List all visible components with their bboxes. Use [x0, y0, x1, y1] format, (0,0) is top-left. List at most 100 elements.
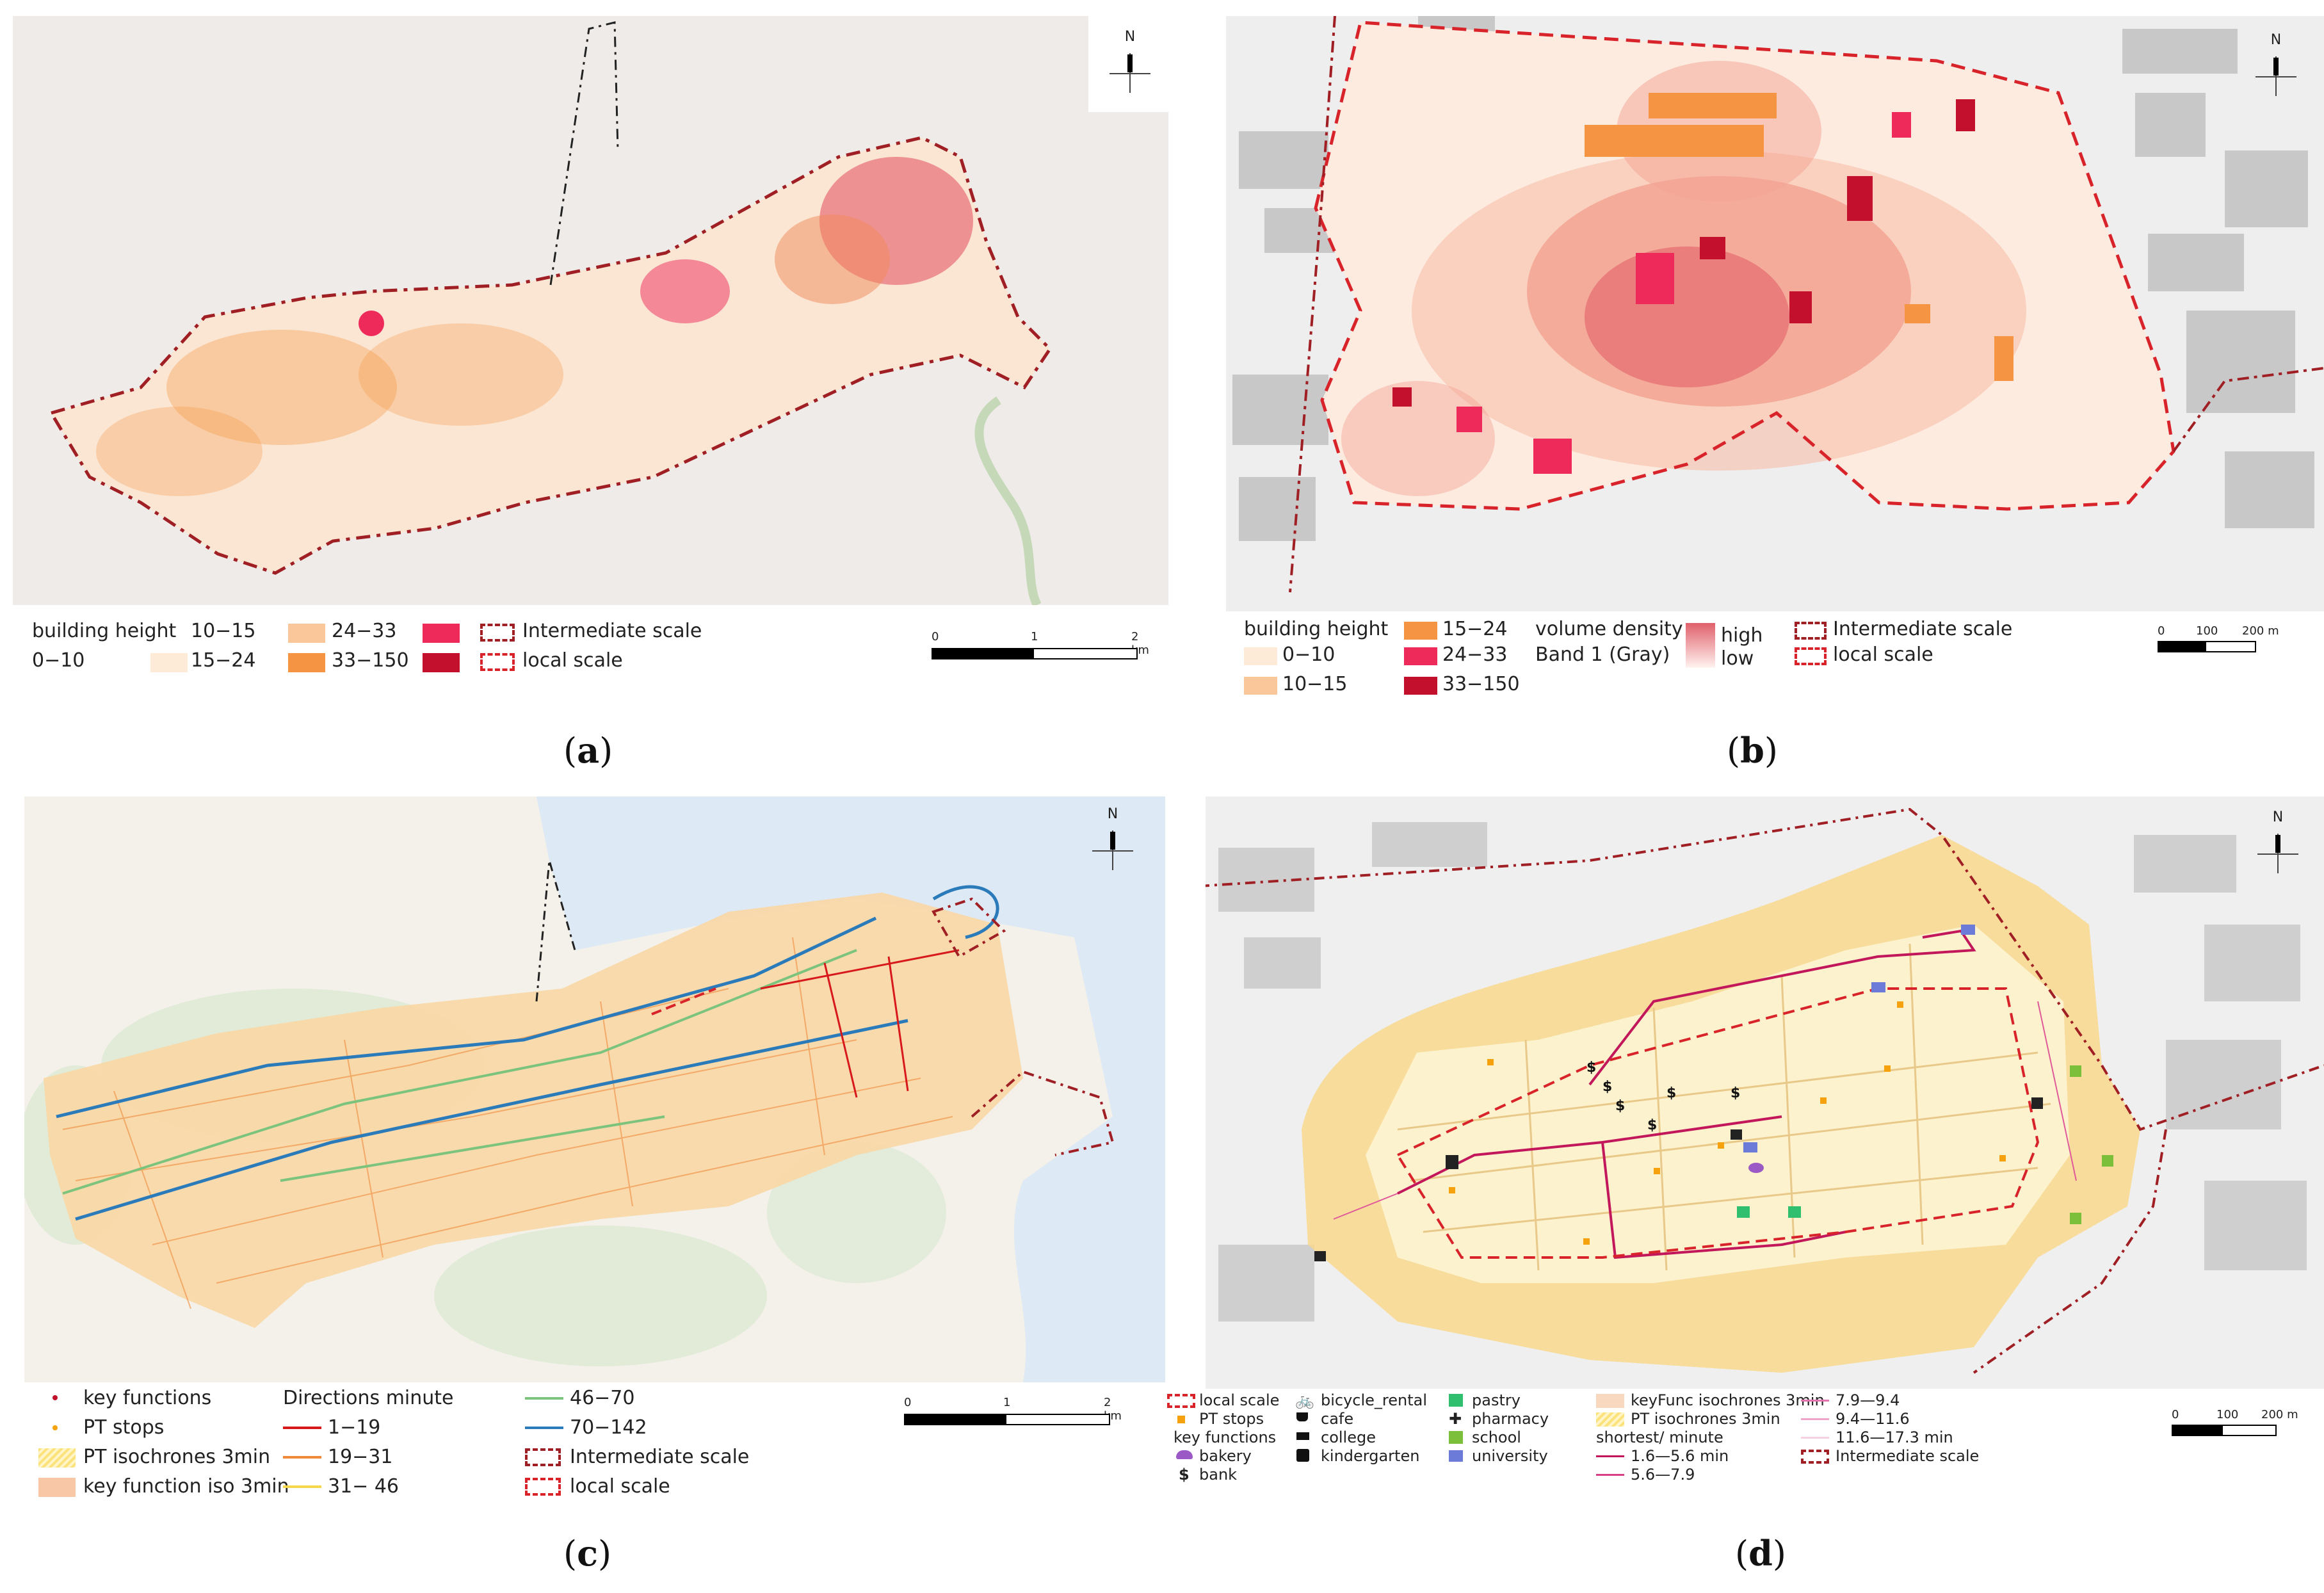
legend-c-directions-title: Directions minute [283, 1387, 454, 1409]
scalebar-d-fill [2173, 1426, 2223, 1435]
scalebar-d-tick-0: 0 [2172, 1408, 2179, 1421]
legend-d-pt-stops: PT stops [1199, 1410, 1264, 1428]
map-c[interactable]: N [24, 796, 1165, 1382]
legend-d-cafe: cafe [1321, 1410, 1354, 1428]
swatch-b-24-33 [1404, 647, 1437, 665]
legend-b-item-4: 33−150 [1442, 673, 1520, 695]
legend-a: building height 0−10 10−15 15−24 24−33 3… [32, 620, 702, 690]
legend-d: local scale PT stops key functions baker… [1167, 1391, 1999, 1539]
legend-a-item-3: 24−33 [332, 620, 397, 642]
compass-icon [2255, 56, 2296, 96]
compass-icon [2257, 834, 2298, 873]
legend-b-scale-1: local scale [1833, 643, 1933, 666]
scalebar-c: 0 1 2 km [904, 1396, 1122, 1428]
compass-icon [1092, 830, 1133, 870]
legend-c: key functions PT stops PT isochrones 3mi… [38, 1387, 807, 1534]
svg-text:$: $ [1731, 1085, 1740, 1101]
swatch-d-intermediate [1801, 1450, 1829, 1464]
map-c-canvas [24, 796, 1165, 1382]
swatch-d-short-1 [1596, 1455, 1624, 1457]
legend-a-title: building height [32, 620, 177, 642]
map-d-canvas: $$$$ $$ [1206, 796, 2324, 1389]
legend-b-density-title: volume density [1535, 618, 1683, 640]
swatch-a-red [423, 653, 460, 672]
swatch-d-short-3 [1801, 1400, 1829, 1402]
legend-b-scale-0: Intermediate scale [1833, 618, 2013, 640]
scalebar-b-tick-0: 0 [2158, 624, 2165, 638]
compass-icon [1110, 53, 1150, 93]
swatch-b-10-15 [1244, 677, 1277, 695]
svg-text:$: $ [1647, 1117, 1657, 1133]
map-d[interactable]: $ $ $ $ $ $ N [1206, 796, 2324, 1389]
legend-d-short-4: 9.4—11.6 [1836, 1410, 1910, 1428]
north-label-b: N [2270, 32, 2282, 48]
swatch-a-15-24 [150, 653, 188, 672]
svg-text:$: $ [1602, 1079, 1612, 1095]
kindergarten-icon [1296, 1449, 1309, 1462]
bakery-icon [1176, 1450, 1193, 1459]
swatch-d-short-4 [1801, 1418, 1829, 1420]
scalebar-d-tick-1: 100 [2216, 1408, 2239, 1421]
swatch-c-key-functions [52, 1395, 58, 1400]
north-arrow-a: N [1104, 29, 1156, 99]
legend-d-bank: bank [1199, 1466, 1238, 1484]
cafe-icon [1296, 1412, 1308, 1421]
svg-text:$: $ [1586, 1060, 1596, 1076]
swatch-d-local [1167, 1394, 1195, 1408]
swatch-a-pink [423, 624, 460, 643]
swatch-c-dir-4 [525, 1397, 563, 1400]
legend-c-dir-1: 1−19 [328, 1416, 381, 1439]
swatch-a-33-150 [288, 653, 325, 672]
swatch-d-pt-stops [1177, 1416, 1185, 1423]
swatch-a-24-33 [288, 624, 325, 643]
scalebar-a-tick-0: 0 [932, 630, 939, 643]
map-b-canvas [1226, 16, 2324, 611]
legend-c-dir-3: 31− 46 [328, 1475, 399, 1498]
scalebar-b-tick-1: 100 [2196, 624, 2218, 638]
swatch-b-intermediate [1795, 622, 1827, 640]
caption-b: (b) [1727, 730, 1778, 771]
map-b[interactable]: N [1226, 16, 2324, 611]
svg-text:$: $ [1615, 1098, 1625, 1114]
scalebar-d: 0 100 200 m [2172, 1408, 2300, 1440]
legend-d-short-3: 7.9—9.4 [1836, 1391, 1900, 1409]
swatch-c-dir-1 [283, 1427, 321, 1429]
bank-icon: $ [1179, 1466, 1190, 1484]
legend-a-scale-1: local scale [522, 649, 623, 672]
legend-b-density-band: Band 1 (Gray) [1535, 643, 1670, 666]
scalebar-a-fill [933, 649, 1034, 658]
bicycle-icon: 🚲 [1295, 1391, 1314, 1409]
north-arrow-b: N [2250, 32, 2302, 102]
legend-b-density-high: high [1721, 624, 1763, 647]
scalebar-b-tick-2: 200 m [2242, 624, 2279, 638]
caption-c: (c) [563, 1533, 612, 1574]
north-label-c: N [1107, 806, 1118, 822]
swatch-c-kf-iso [38, 1478, 76, 1497]
legend-d-pharmacy: pharmacy [1472, 1410, 1549, 1428]
swatch-a-intermediate [480, 624, 515, 642]
swatch-d-kf-iso [1596, 1394, 1624, 1408]
legend-a-item-2: 15−24 [191, 649, 256, 672]
swatch-d-short-2 [1596, 1474, 1624, 1476]
swatch-d-short-5 [1801, 1437, 1829, 1439]
scalebar-c-tick-0: 0 [904, 1396, 912, 1409]
swatch-c-dir-3 [283, 1485, 321, 1488]
legend-b-item-1: 10−15 [1282, 673, 1348, 695]
legend-d-short-2: 5.6—7.9 [1631, 1466, 1695, 1484]
legend-c-kf-iso: key function iso 3min [83, 1475, 289, 1498]
swatch-c-local [525, 1478, 561, 1496]
college-icon [1296, 1432, 1309, 1440]
north-label-d: N [2272, 809, 2284, 825]
map-a-canvas [13, 16, 1168, 605]
legend-a-item-0: 0−10 [32, 649, 85, 672]
scalebar-a: 0 1 2 km [932, 630, 1149, 662]
legend-d-school: school [1472, 1428, 1521, 1446]
pastry-icon [1449, 1394, 1463, 1407]
legend-c-pt-stops: PT stops [83, 1416, 165, 1439]
intermediate-scale-boundary-a [49, 136, 1053, 575]
legend-d-college: college [1321, 1428, 1376, 1446]
legend-c-pt-iso: PT isochrones 3min [83, 1446, 271, 1468]
map-a[interactable]: N [13, 16, 1168, 605]
scalebar-d-tick-2: 200 m [2261, 1408, 2298, 1421]
swatch-b-density-gradient [1686, 623, 1715, 668]
